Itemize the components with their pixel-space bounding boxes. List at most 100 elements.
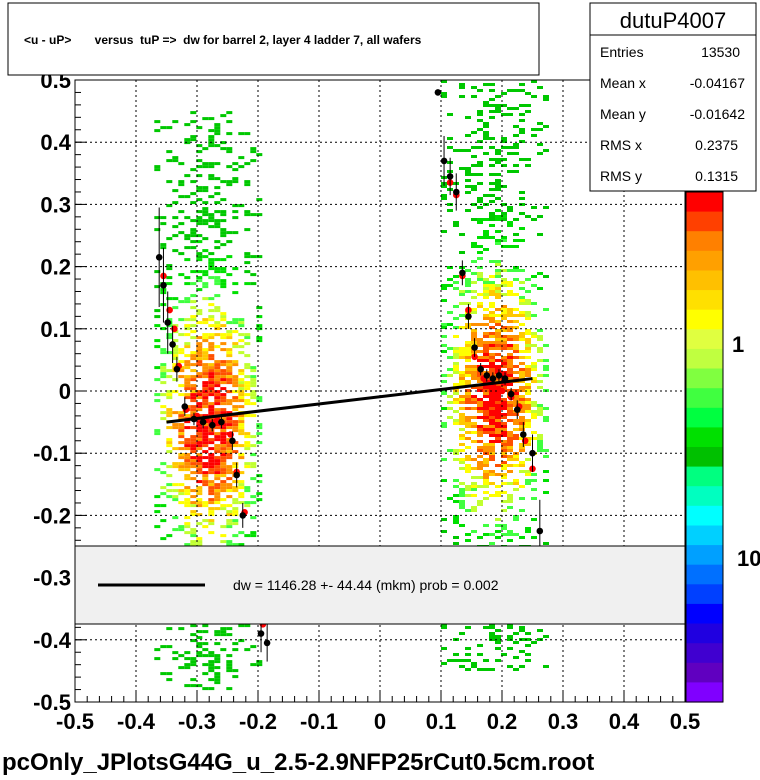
heatmap-cell (519, 497, 525, 500)
heatmap-cell (178, 183, 185, 187)
heatmap-cell (214, 456, 221, 460)
heatmap-cell (196, 471, 203, 475)
heatmap-cell (453, 317, 459, 320)
heatmap-cell (226, 183, 233, 187)
heatmap-cell (519, 395, 525, 398)
heatmap-cell (495, 152, 501, 155)
heatmap-cell (256, 315, 263, 319)
heatmap-cell (465, 389, 471, 392)
heatmap-cell (160, 246, 167, 250)
heatmap-cell (453, 281, 459, 284)
heatmap-cell (441, 647, 447, 650)
heatmap-cell (489, 440, 495, 443)
heatmap-cell (519, 368, 525, 371)
heatmap-cell (531, 410, 537, 413)
heatmap-cell (226, 351, 233, 355)
heatmap-cell (184, 216, 191, 220)
heatmap-cell (196, 357, 203, 361)
heatmap-cell (244, 183, 251, 187)
heatmap-cell (525, 311, 531, 314)
heatmap-cell (483, 236, 489, 239)
heatmap-cell (202, 117, 209, 121)
palette-band (686, 270, 723, 291)
heatmap-cell (184, 342, 191, 346)
heatmap-cell (489, 407, 495, 410)
heatmap-cell (196, 447, 203, 451)
heatmap-cell (214, 411, 221, 415)
palette-band (686, 584, 723, 605)
heatmap-cell (441, 185, 447, 188)
heatmap-cell (483, 281, 489, 284)
heatmap-cell (519, 665, 525, 668)
heatmap-cell (196, 321, 203, 325)
heatmap-cell (244, 381, 251, 385)
heatmap-cell (507, 293, 513, 296)
heatmap-cell (459, 398, 465, 401)
heatmap-cell (190, 351, 197, 355)
heatmap-cell (489, 446, 495, 449)
heatmap-cell (202, 354, 209, 358)
heatmap-cell (202, 189, 209, 193)
heatmap-cell (244, 414, 251, 418)
heatmap-cell (220, 270, 227, 274)
heatmap-cell (172, 156, 179, 160)
heatmap-cell (208, 687, 215, 691)
heatmap-cell (483, 446, 489, 449)
palette-band (686, 388, 723, 409)
heatmap-cell (256, 498, 263, 502)
heatmap-cell (220, 363, 227, 367)
heatmap-cell (537, 152, 543, 155)
heatmap-cell (513, 482, 519, 485)
heatmap-cell (184, 195, 191, 199)
heatmap-cell (196, 375, 203, 379)
heatmap-cell (501, 293, 507, 296)
heatmap-cell (495, 392, 501, 395)
heatmap-cell (531, 416, 537, 419)
heatmap-cell (160, 369, 167, 373)
heatmap-cell (226, 411, 233, 415)
heatmap-cell (447, 209, 453, 212)
heatmap-cell (489, 392, 495, 395)
heatmap-cell (226, 522, 233, 526)
heatmap-cell (465, 179, 471, 182)
heatmap-cell (519, 629, 525, 632)
heatmap-cell (495, 635, 501, 638)
heatmap-cell (525, 407, 531, 410)
heatmap-cell (214, 408, 221, 412)
heatmap-cell (531, 377, 537, 380)
black-markers (155, 89, 544, 662)
heatmap-cell (208, 417, 215, 421)
heatmap-cell (208, 354, 215, 358)
heatmap-cell (208, 216, 215, 220)
heatmap-cell (196, 513, 203, 517)
heatmap-cell (220, 507, 227, 511)
heatmap-cell (184, 246, 191, 250)
heatmap-cell (471, 422, 477, 425)
stats-name: dutuP4007 (620, 8, 726, 33)
heatmap-cell (166, 450, 173, 454)
heatmap-cell (208, 480, 215, 484)
heatmap-cell (495, 368, 501, 371)
heatmap-cell (525, 332, 531, 335)
heatmap-cell (184, 465, 191, 469)
heatmap-cell (214, 630, 221, 634)
heatmap-cell (489, 356, 495, 359)
heatmap-cell (459, 500, 465, 503)
heatmap-cell (441, 425, 447, 428)
heatmap-cell (184, 378, 191, 382)
heatmap-cell (441, 194, 447, 197)
heatmap-cell (525, 302, 531, 305)
red-marker (498, 387, 506, 395)
heatmap-cell (465, 539, 471, 542)
heatmap-cell (495, 182, 501, 185)
heatmap-cell (244, 270, 251, 274)
stats-box: dutuP4007 Entries 13530 Mean x -0.04167 … (589, 2, 757, 192)
heatmap-cell (465, 269, 471, 272)
heatmap-cell (465, 401, 471, 404)
heatmap-cell (519, 380, 525, 383)
heatmap-cell (501, 398, 507, 401)
heatmap-cell (453, 365, 459, 368)
heatmap-cell (160, 363, 167, 367)
heatmap-cell (489, 425, 495, 428)
heatmap-cell (441, 197, 447, 200)
